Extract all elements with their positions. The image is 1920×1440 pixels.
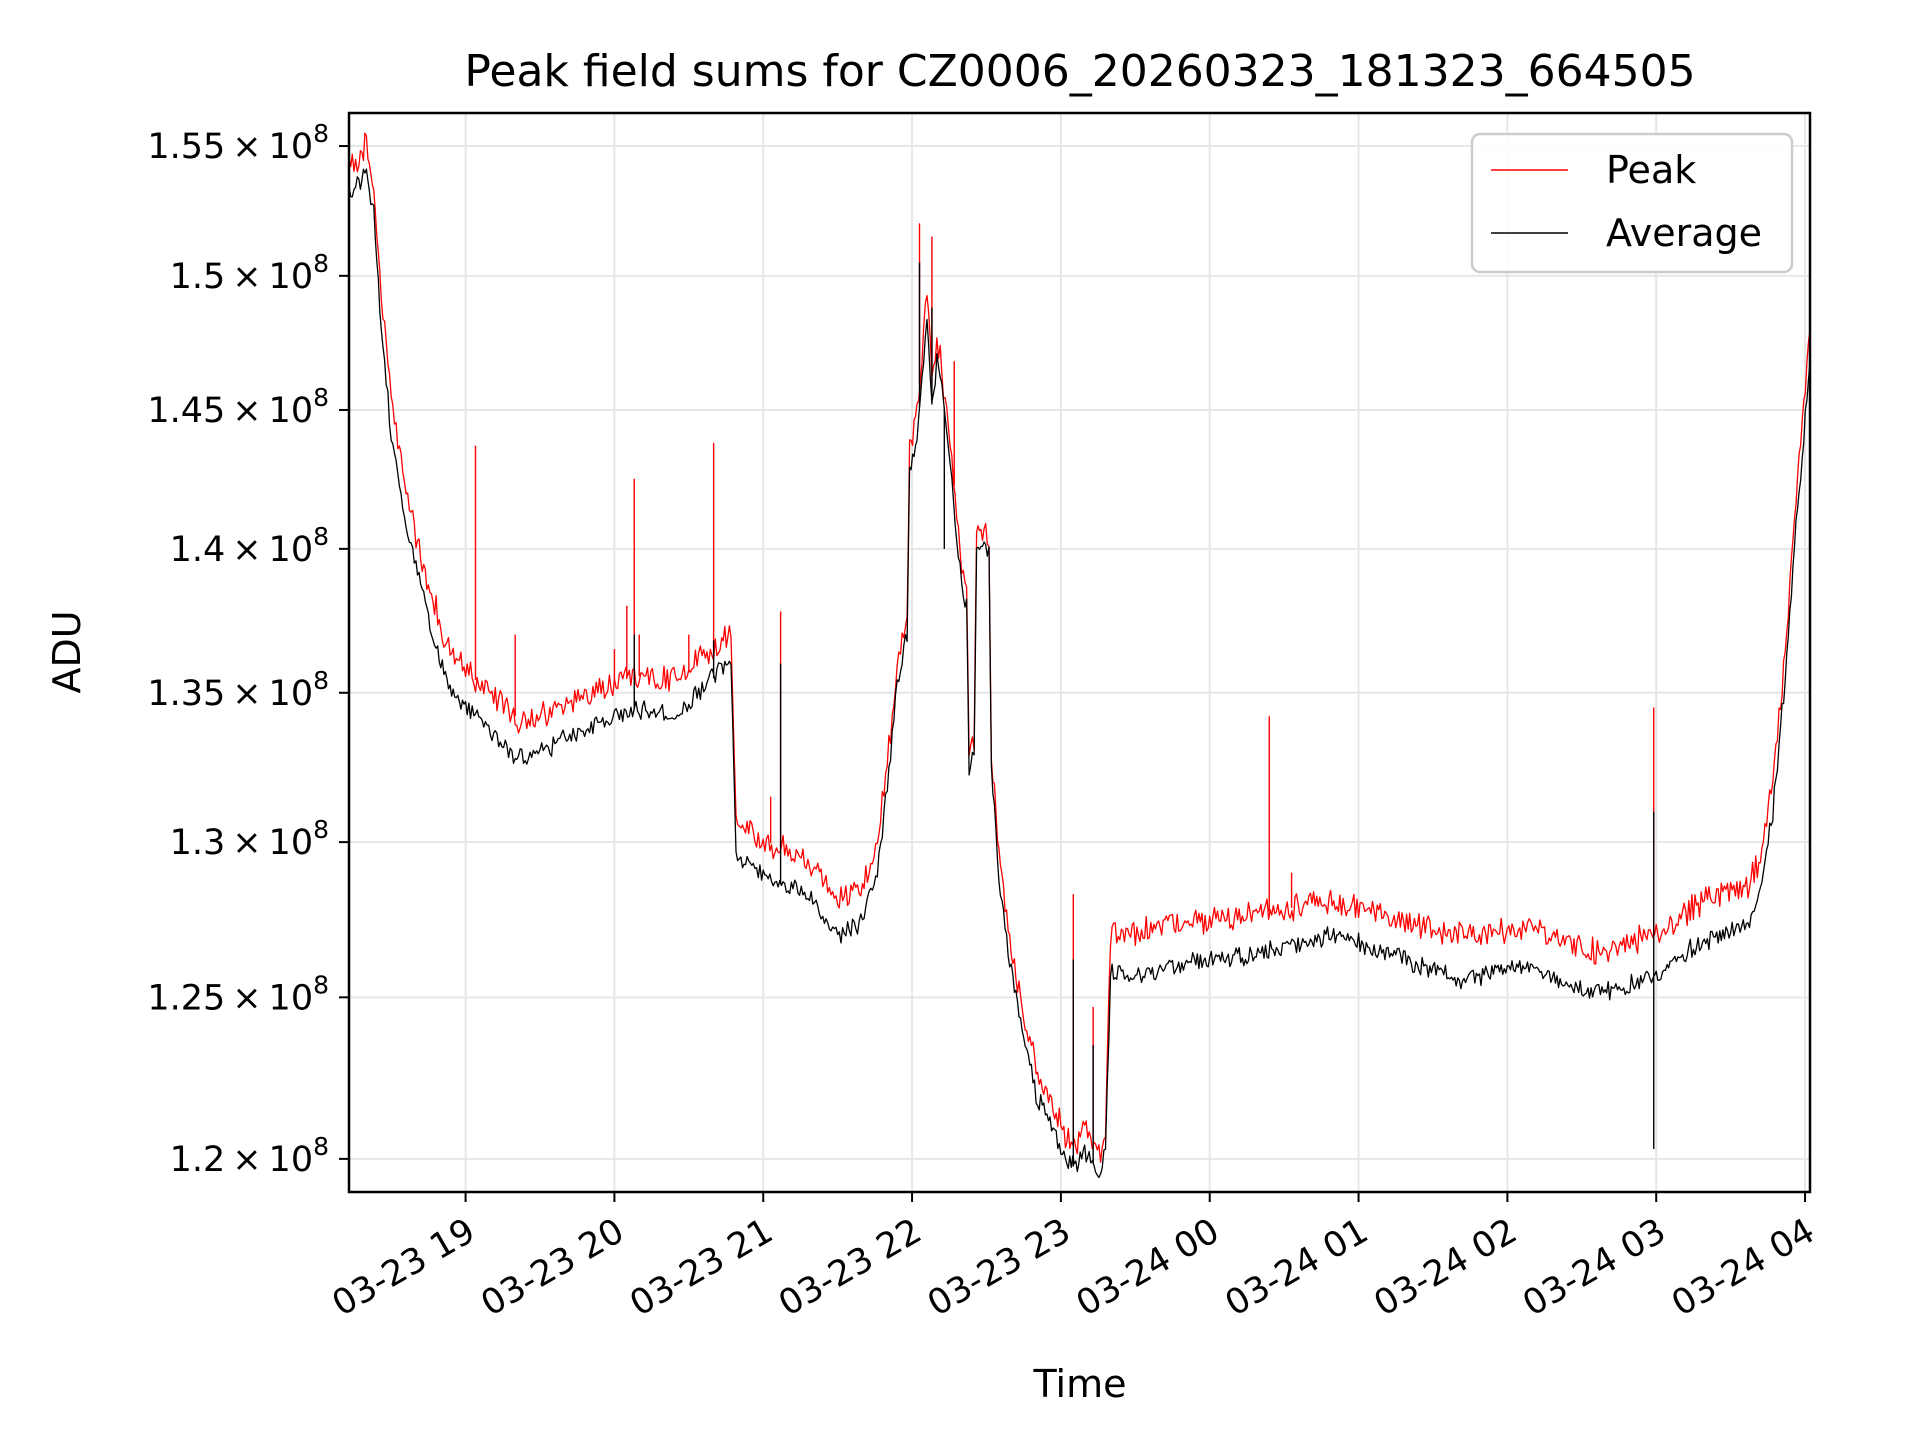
series-average xyxy=(349,168,1810,1179)
series-line-peak xyxy=(349,132,1810,1163)
chart-title: Peak field sums for CZ0006_20260323_1813… xyxy=(464,46,1695,97)
y-tick-label: 1.5 × 108 xyxy=(170,249,329,297)
y-tick-label: 1.2 × 108 xyxy=(170,1132,329,1180)
y-tick-label: 1.45 × 108 xyxy=(147,383,329,431)
y-tick-label: 1.35 × 108 xyxy=(147,666,329,714)
legend: Peak Average xyxy=(1470,132,1794,274)
plot-frame xyxy=(347,111,1812,1194)
legend-average-label: Average xyxy=(1606,211,1762,255)
legend-box xyxy=(1470,132,1794,274)
y-tick-label: 1.3 × 108 xyxy=(170,815,329,863)
series-line-average xyxy=(349,168,1810,1179)
y-axis-label: ADU xyxy=(45,610,89,693)
y-tick-label: 1.4 × 108 xyxy=(170,522,329,570)
legend-peak-label: Peak xyxy=(1606,148,1696,192)
y-tick-label: 1.25 × 108 xyxy=(147,970,329,1018)
series-layer xyxy=(349,132,1810,1179)
x-axis-label: Time xyxy=(1033,1362,1127,1406)
y-tick-label: 1.55 × 108 xyxy=(147,119,329,167)
